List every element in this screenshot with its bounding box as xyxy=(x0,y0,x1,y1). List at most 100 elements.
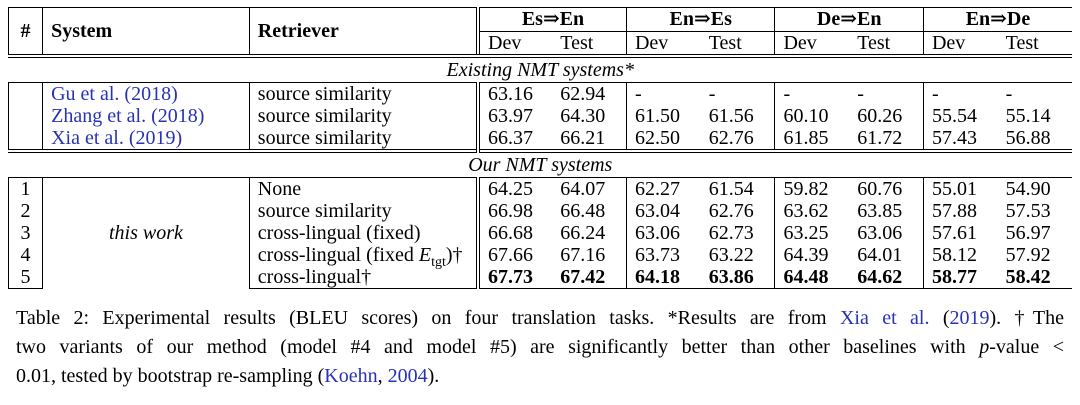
caption-line: 0.01, tested by bootstrap re-sampling (K… xyxy=(16,362,1064,391)
score-cell: - xyxy=(708,83,716,105)
system-cell: Zhang et al. (2018) xyxy=(42,105,250,127)
text-segment: cross-lingual (fixed) xyxy=(257,222,421,244)
row-number xyxy=(7,105,43,127)
score-cell: 64.48 xyxy=(774,266,850,289)
col-header-retriever: Retriever xyxy=(248,7,479,58)
score-cell: 56.97 xyxy=(1005,222,1051,244)
score-cell: 66.21 xyxy=(560,127,606,149)
retriever-cell: cross-lingual (fixed) xyxy=(248,222,479,244)
retriever-cell: None xyxy=(248,177,479,200)
score-cell: 61.56 xyxy=(708,105,754,127)
score-cell: 57.88 xyxy=(922,200,998,222)
citation-link[interactable]: Xia et al. xyxy=(839,307,930,329)
score-cell: 62.94 xyxy=(560,83,606,105)
text-segment: source similarity xyxy=(257,105,392,127)
row-number: 3 xyxy=(7,222,43,244)
text-segment: cross-lingual† xyxy=(257,266,372,288)
score-cell: 66.98 xyxy=(476,200,553,222)
score-cell: 64.30 xyxy=(560,105,606,127)
score-cell: 57.61 xyxy=(922,222,998,244)
row-number xyxy=(7,127,43,151)
results-table: # System Retriever Es⇒En En⇒Es De⇒En En⇒… xyxy=(7,7,1073,289)
subheader-dev: Dev xyxy=(476,31,553,58)
score-cell: 64.18 xyxy=(625,266,701,289)
score-cell: 57.53 xyxy=(1005,200,1051,222)
score-cell: 58.12 xyxy=(922,244,998,266)
retriever-cell: cross-lingual† xyxy=(248,266,479,289)
citation-link[interactable]: Koehn xyxy=(324,365,378,387)
system-group-label: this work xyxy=(42,177,250,289)
table-row: 1 this work None 64.25 64.07 62.27 61.54 59.82 6… xyxy=(7,177,1073,289)
citation-link[interactable]: Gu et al. (2018) xyxy=(51,83,178,105)
subheader-test: Test xyxy=(552,31,627,58)
text-segment: Table 2: Experimental results (BLEU scor… xyxy=(16,307,840,329)
score-cell: 62.76 xyxy=(708,200,754,222)
score-cell: 67.16 xyxy=(560,244,606,266)
score-cell: 60.10 xyxy=(774,105,850,127)
citation-link[interactable]: 2019 xyxy=(949,307,990,329)
text-segment: E xyxy=(418,244,432,266)
score-cell: 57.92 xyxy=(1005,244,1051,266)
group-header-en-de: En⇒De xyxy=(922,7,1072,32)
table-row: 4 cross-lingual (fixed Etgt)† 67.66 67.16 63… xyxy=(7,244,1073,270)
text-segment: , xyxy=(377,365,388,387)
caption-line: two variants of our method (model #4 and… xyxy=(16,333,1064,362)
text-segment: ). †The xyxy=(989,307,1065,329)
score-cell: - xyxy=(625,82,701,105)
header-row-devtest: Dev Test Dev Test Dev Test Dev Test xyxy=(9,31,1072,58)
score-cell: - xyxy=(1005,83,1013,105)
score-cell: 63.06 xyxy=(857,222,903,244)
table-body: Existing NMT systems* Gu et al. (2018) sou… xyxy=(7,56,1073,289)
score-cell: 64.07 xyxy=(560,178,606,200)
score-cell: 58.77 xyxy=(922,266,998,289)
group-header-en-es: En⇒Es xyxy=(625,7,775,32)
text-segment: two variants of our method (model #4 and… xyxy=(16,336,980,358)
text-segment: ( xyxy=(929,307,950,329)
score-cell: - xyxy=(857,83,864,105)
text-segment: source similarity xyxy=(257,127,392,149)
score-cell: 63.06 xyxy=(625,222,701,244)
section-title: Existing NMT systems* xyxy=(8,56,1072,83)
score-cell: 63.86 xyxy=(700,266,775,289)
text-segment: tgt xyxy=(431,255,446,270)
score-cell: 63.04 xyxy=(625,200,701,222)
score-cell: 62.27 xyxy=(625,177,701,200)
subheader-test: Test xyxy=(700,31,775,58)
table-row: Zhang et al. (2018) source similarity 63.9… xyxy=(7,105,1073,127)
score-cell: 61.72 xyxy=(857,127,903,149)
score-cell: 60.76 xyxy=(857,178,903,200)
score-cell: 55.01 xyxy=(922,177,998,200)
caption-line: Table 2: Experimental results (BLEU scor… xyxy=(16,304,1064,333)
text-segment: )† xyxy=(445,244,463,266)
text-segment: cross-lingual (fixed xyxy=(257,244,419,266)
score-cell: 63.85 xyxy=(857,200,903,222)
citation-link[interactable]: 2004 xyxy=(387,365,428,387)
score-cell: 66.37 xyxy=(476,127,553,151)
subheader-test: Test xyxy=(997,31,1072,58)
text-segment: 0.01, tested by bootstrap re-sampling ( xyxy=(16,365,325,387)
score-cell: 63.62 xyxy=(774,200,850,222)
score-cell: 67.66 xyxy=(476,244,553,266)
group-header-es-en: Es⇒En xyxy=(476,7,627,32)
citation-link[interactable]: Zhang et al. (2018) xyxy=(51,105,205,127)
system-cell: Gu et al. (2018) xyxy=(42,82,250,105)
section-title: Our NMT systems xyxy=(8,149,1072,178)
retriever-cell: source similarity xyxy=(248,105,479,127)
score-cell: 61.54 xyxy=(708,178,754,200)
score-cell: 63.16 xyxy=(476,82,553,105)
citation-link[interactable]: Xia et al. (2019) xyxy=(51,127,183,149)
retriever-cell: source similarity xyxy=(248,200,479,222)
score-cell: 59.82 xyxy=(774,177,850,200)
score-cell: 64.25 xyxy=(476,177,553,200)
paper-page: # System Retriever Es⇒En En⇒Es De⇒En En⇒… xyxy=(7,7,1073,391)
row-number xyxy=(7,82,43,105)
header-row-groups: # System Retriever Es⇒En En⇒Es De⇒En En⇒… xyxy=(7,7,1072,58)
score-cell: 63.97 xyxy=(476,105,553,127)
table-row: 5 cross-lingual† 67.73 67.42 64.18 63.86 64.48… xyxy=(7,266,1072,289)
text-segment: None xyxy=(257,178,302,200)
score-cell: 55.14 xyxy=(1005,105,1051,127)
score-cell: 61.85 xyxy=(774,127,850,151)
score-cell: 66.48 xyxy=(560,200,606,222)
score-cell: 55.54 xyxy=(922,105,998,127)
score-cell: 63.22 xyxy=(708,244,754,266)
